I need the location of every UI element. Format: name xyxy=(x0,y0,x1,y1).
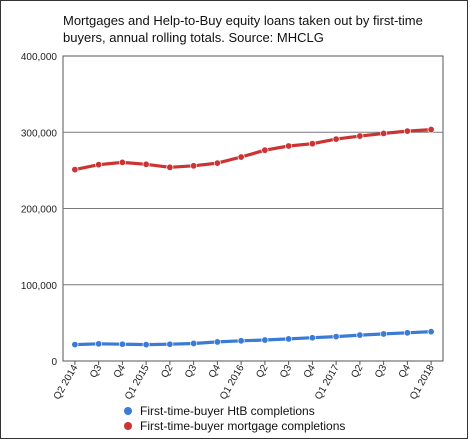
y-tick-label: 0 xyxy=(51,357,57,368)
data-point-0 xyxy=(427,328,435,336)
data-point-0 xyxy=(142,341,150,349)
x-tick-label: Q4 xyxy=(207,363,223,380)
data-point-0 xyxy=(237,337,245,345)
data-point-1 xyxy=(71,166,79,174)
series-line-0 xyxy=(74,330,432,347)
legend-label-htb: First-time-buyer HtB completions xyxy=(140,403,315,418)
legend-marker-mortgage xyxy=(124,421,132,430)
data-point-1 xyxy=(427,126,435,134)
data-point-1 xyxy=(356,132,364,140)
data-point-0 xyxy=(332,333,340,341)
x-tick-label: Q3 xyxy=(373,363,389,380)
x-tick-label: Q4 xyxy=(397,363,413,380)
legend-marker-htb xyxy=(124,406,132,415)
data-point-0 xyxy=(285,335,293,343)
legend-item-htb: First-time-buyer HtB completions xyxy=(124,403,345,418)
series-line-1 xyxy=(74,128,432,172)
chart-title: Mortgages and Help-to-Buy equity loans t… xyxy=(63,13,423,45)
legend-item-mortgage: First-time-buyer mortgage completions xyxy=(124,418,345,433)
data-point-1 xyxy=(118,158,126,166)
y-tick-label: 400,000 xyxy=(21,52,58,63)
data-point-1 xyxy=(308,140,316,148)
data-point-1 xyxy=(95,161,103,169)
x-tick-label: Q4 xyxy=(112,363,128,380)
data-point-1 xyxy=(237,153,245,161)
data-point-1 xyxy=(213,159,221,167)
y-tick-label: 100,000 xyxy=(21,281,58,292)
x-tick-label: Q2 xyxy=(159,363,175,380)
x-tick-label: Q4 xyxy=(302,363,318,380)
x-tick-label: Q2 xyxy=(254,363,270,380)
data-point-0 xyxy=(118,340,126,348)
x-tick-label: Q2 2014 xyxy=(52,363,81,402)
legend-label-mortgage: First-time-buyer mortgage completions xyxy=(140,418,346,433)
data-point-0 xyxy=(95,340,103,348)
data-point-0 xyxy=(403,329,411,337)
x-tick-label: Q3 xyxy=(183,363,199,380)
data-point-1 xyxy=(332,135,340,143)
data-point-0 xyxy=(308,334,316,342)
x-tick-label: Q3 xyxy=(88,363,104,380)
data-point-0 xyxy=(261,336,269,344)
data-point-1 xyxy=(285,142,293,150)
data-point-1 xyxy=(190,162,198,170)
x-tick-label: Q2 xyxy=(349,363,365,380)
data-point-1 xyxy=(166,163,174,171)
data-point-0 xyxy=(71,341,79,349)
data-point-0 xyxy=(190,339,198,347)
data-point-0 xyxy=(166,340,174,348)
x-tick-label: Q3 xyxy=(278,363,294,380)
data-point-1 xyxy=(142,160,150,168)
data-point-1 xyxy=(380,129,388,137)
y-tick-label: 200,000 xyxy=(21,205,58,216)
data-point-0 xyxy=(356,331,364,339)
y-tick-label: 300,000 xyxy=(21,128,58,139)
data-point-1 xyxy=(261,146,269,154)
data-point-0 xyxy=(213,338,221,346)
chart-legend: First-time-buyer HtB completions First-t… xyxy=(124,403,345,433)
data-point-1 xyxy=(403,127,411,135)
data-point-0 xyxy=(380,330,388,338)
